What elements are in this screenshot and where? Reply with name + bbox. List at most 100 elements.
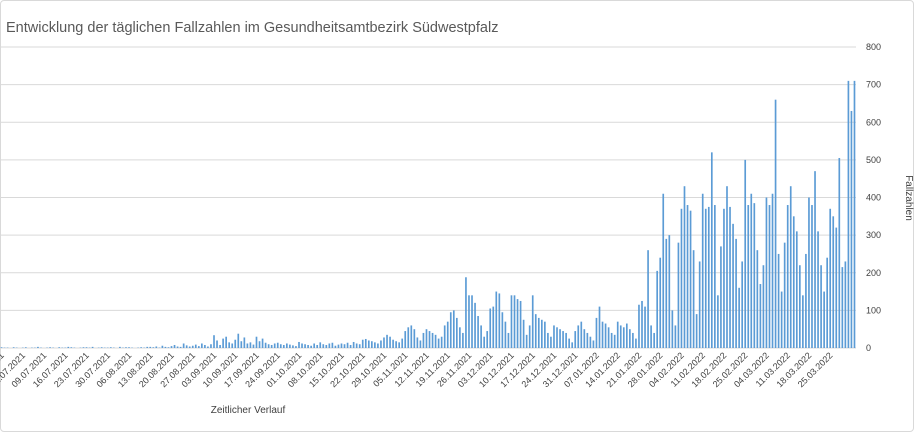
- bar: [119, 346, 121, 348]
- bar: [361, 339, 364, 348]
- bar: [164, 346, 167, 348]
- bar: [789, 186, 792, 348]
- y-tick-label: 500: [866, 155, 881, 165]
- bar: [292, 345, 294, 348]
- bar: [799, 265, 801, 348]
- bar: [319, 342, 322, 348]
- bar: [440, 336, 443, 348]
- y-tick-labels: 0 100 200 300 400 500 600 700 800: [866, 42, 881, 353]
- bar: [207, 346, 209, 348]
- bar: [744, 159, 747, 349]
- gridlines: [0, 46, 856, 349]
- bar: [449, 312, 452, 348]
- bar: [82, 347, 85, 348]
- bar: [125, 347, 127, 348]
- bar: [364, 338, 367, 348]
- bar: [598, 306, 601, 348]
- bars: [0, 80, 856, 349]
- bar: [328, 343, 331, 348]
- bar: [753, 203, 756, 348]
- bar: [765, 197, 768, 348]
- bar: [313, 343, 316, 348]
- bar: [723, 208, 725, 348]
- bar: [750, 193, 753, 348]
- bar: [835, 227, 838, 348]
- bar: [547, 332, 549, 348]
- bar: [695, 314, 698, 348]
- bar: [410, 325, 413, 348]
- bar: [832, 216, 835, 348]
- bar: [213, 335, 215, 348]
- bar: [246, 343, 249, 348]
- bar: [632, 332, 634, 348]
- bar: [556, 327, 558, 348]
- bar: [595, 317, 598, 348]
- bar: [774, 99, 777, 349]
- bar: [692, 250, 695, 348]
- bar: [826, 257, 828, 348]
- bar: [601, 321, 604, 348]
- bar: [720, 246, 722, 348]
- bar: [459, 327, 461, 348]
- bar: [683, 186, 686, 348]
- bar: [428, 331, 431, 348]
- chart-frame: [0, 0, 914, 432]
- bar: [12, 347, 15, 348]
- bar: [553, 325, 555, 348]
- bar: [738, 287, 740, 348]
- bar: [289, 344, 291, 348]
- bar: [729, 206, 731, 348]
- bar: [820, 265, 822, 348]
- bar: [486, 331, 489, 348]
- bar: [140, 347, 142, 348]
- bar: [374, 342, 376, 348]
- bar: [465, 277, 467, 348]
- bar: [619, 325, 622, 348]
- bar: [495, 291, 498, 348]
- bar: [604, 323, 607, 348]
- bar: [841, 267, 844, 348]
- bar: [367, 340, 370, 348]
- bar: [407, 327, 410, 348]
- y-tick-label: 300: [866, 230, 881, 240]
- bar: [519, 300, 522, 348]
- bar: [483, 336, 485, 348]
- bar: [780, 291, 783, 348]
- bar: [179, 346, 182, 348]
- bar: [635, 338, 637, 348]
- bar: [316, 344, 319, 348]
- bar: [665, 238, 668, 348]
- bar: [261, 338, 264, 348]
- bar: [395, 341, 397, 348]
- bar: [668, 235, 671, 349]
- bar: [295, 346, 297, 348]
- bar: [222, 338, 224, 348]
- bar: [322, 344, 325, 348]
- bar: [231, 343, 234, 348]
- bar: [829, 208, 832, 348]
- bar: [161, 345, 164, 348]
- bar: [304, 344, 306, 348]
- bar: [847, 80, 850, 349]
- bar: [747, 205, 750, 348]
- y-tick-label: 0: [866, 343, 871, 353]
- bar: [777, 253, 780, 348]
- bar: [70, 347, 73, 348]
- bar: [659, 257, 662, 348]
- bar: [243, 337, 246, 348]
- bar: [771, 193, 774, 348]
- bar: [355, 343, 358, 348]
- bar: [586, 332, 589, 348]
- bar: [67, 346, 70, 348]
- bar: [24, 347, 27, 348]
- bar: [49, 347, 51, 348]
- bar: [443, 325, 446, 348]
- bar: [170, 346, 173, 348]
- bar: [255, 336, 258, 348]
- bar: [641, 300, 643, 348]
- bar: [489, 308, 492, 348]
- bar: [437, 338, 440, 348]
- bar: [37, 346, 39, 348]
- bar: [625, 323, 628, 348]
